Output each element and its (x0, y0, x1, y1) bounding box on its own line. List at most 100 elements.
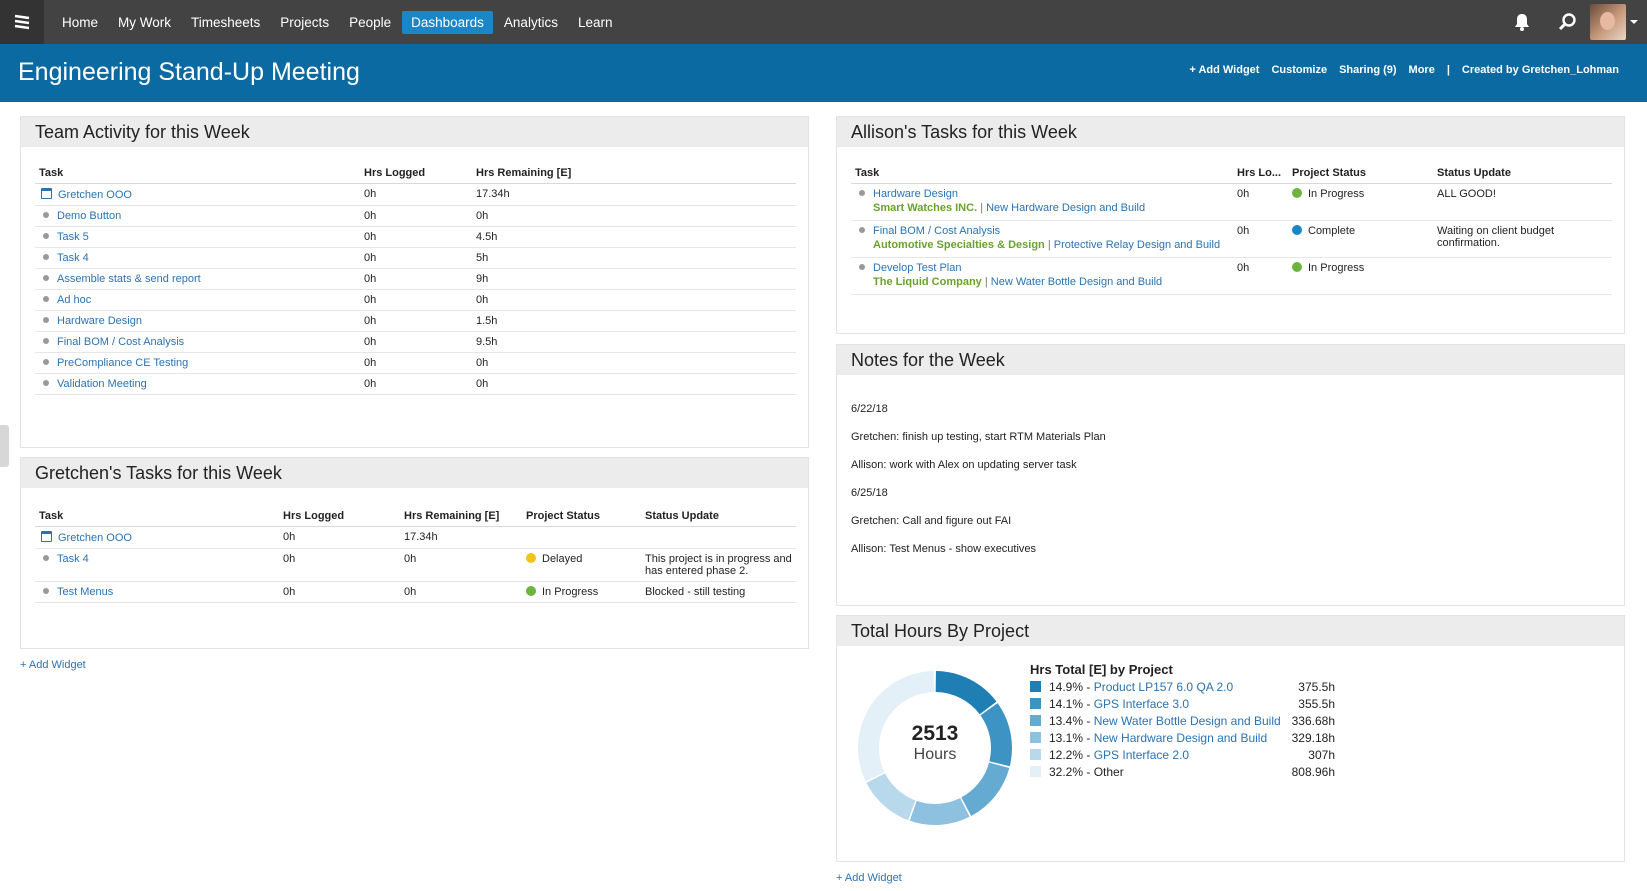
nav-item-timesheets[interactable]: Timesheets (191, 14, 261, 30)
hrs-remaining: 1.5h (472, 310, 796, 332)
legend-dash: - (1083, 696, 1094, 711)
column-header[interactable]: Project Status (1288, 163, 1433, 184)
donut-slice[interactable] (866, 773, 916, 821)
legend-label[interactable]: New Water Bottle Design and Build (1093, 713, 1281, 728)
task-link[interactable]: Final BOM / Cost Analysis (57, 335, 185, 348)
column-header[interactable]: Project Status (522, 506, 641, 527)
legend-swatch (1030, 715, 1041, 726)
task-subline: The Liquid Company | New Water Bottle De… (873, 276, 1229, 288)
column-header[interactable]: Hrs Logged (360, 163, 472, 184)
column-header[interactable]: Hrs Remaining [E] (400, 506, 522, 527)
column-header[interactable]: Status Update (1433, 163, 1612, 184)
more-button[interactable]: More (1408, 64, 1435, 76)
user-avatar[interactable] (1590, 4, 1626, 40)
legend-value: 329.18h (1291, 730, 1335, 745)
task-link[interactable]: Demo Button (57, 209, 122, 222)
side-panel-toggle[interactable] (0, 425, 9, 467)
client-link[interactable]: Automotive Specialties & Design (873, 238, 1045, 251)
task-link[interactable]: Test Menus (57, 585, 114, 598)
note-line: Gretchen: Call and figure out FAI (851, 515, 1012, 527)
task-link[interactable]: Validation Meeting (57, 377, 147, 390)
bell-icon[interactable] (1512, 12, 1532, 32)
left-add-widget-link[interactable]: + Add Widget (20, 659, 86, 671)
add-widget-button[interactable]: + Add Widget (1189, 64, 1260, 76)
legend-label[interactable]: New Hardware Design and Build (1093, 730, 1268, 745)
task-link[interactable]: Develop Test Plan (873, 261, 962, 274)
column-header[interactable]: Task (35, 506, 279, 527)
nav-item-learn[interactable]: Learn (577, 14, 613, 30)
task-link[interactable]: Gretchen OOO (58, 188, 132, 201)
legend-label[interactable]: GPS Interface 2.0 (1093, 747, 1190, 762)
status-update: This project is in progress and has ente… (641, 548, 796, 582)
bullet-icon (43, 380, 49, 387)
hrs-remaining: 0h (400, 581, 522, 603)
nav-item-dashboards[interactable]: Dashboards (402, 10, 493, 34)
nav-item-home[interactable]: Home (62, 14, 99, 30)
project-link[interactable]: Protective Relay Design and Build (1053, 238, 1221, 251)
column-header[interactable]: Hrs Remaining [E] (472, 163, 796, 184)
project-link[interactable]: New Water Bottle Design and Build (990, 275, 1163, 288)
app-menu-button[interactable] (0, 0, 44, 44)
created-by: Created by Gretchen_Lohman (1461, 64, 1619, 76)
legend-label[interactable]: Product LP157 6.0 QA 2.0 (1093, 679, 1234, 694)
hrs-logged: 0h (279, 526, 400, 549)
legend-swatch (1030, 681, 1041, 692)
allison-tasks-widget: Allison's Tasks for this Week Task Hrs Lo… (836, 116, 1625, 334)
status-label: Delayed (542, 552, 583, 565)
column-header[interactable]: Status Update (641, 506, 796, 527)
table-row: Gretchen OOO 0h 17.34h (35, 183, 796, 206)
search-icon[interactable] (1558, 12, 1578, 32)
legend-pct: 13.1% (1049, 730, 1084, 745)
note-line: 6/22/18 (851, 403, 888, 415)
task-link[interactable]: Task 4 (57, 552, 89, 565)
task-link[interactable]: Assemble stats & send report (57, 272, 201, 285)
task-link[interactable]: Hardware Design (873, 187, 958, 200)
hrs-remaining: 4.5h (472, 226, 796, 248)
nav-item-my-work[interactable]: My Work (118, 14, 172, 30)
bullet-icon (43, 296, 49, 303)
task-link[interactable]: Gretchen OOO (58, 531, 132, 544)
column-header[interactable]: Task (851, 163, 1233, 184)
hrs-remaining: 9.5h (472, 331, 796, 353)
task-cell: Task 4 (35, 548, 279, 582)
bullet-icon (43, 555, 49, 562)
chevron-down-icon[interactable] (1629, 17, 1639, 27)
widget-title: Total Hours By Project (837, 616, 1624, 646)
nav-item-people[interactable]: People (349, 14, 392, 30)
donut-slice[interactable] (935, 671, 997, 715)
legend-swatch (1030, 766, 1041, 777)
client-link[interactable]: The Liquid Company (873, 275, 982, 288)
task-link[interactable]: Ad hoc (57, 293, 92, 306)
donut-slice[interactable] (980, 703, 1012, 767)
legend-label[interactable]: GPS Interface 3.0 (1093, 696, 1190, 711)
column-header[interactable]: Hrs Logged (279, 506, 400, 527)
donut-slice[interactable] (858, 671, 934, 782)
donut-slice[interactable] (909, 798, 970, 825)
gretchen-tasks-widget: Gretchen's Tasks for this Week Task Hrs L… (20, 457, 809, 649)
task-link[interactable]: Task 5 (57, 230, 89, 243)
hrs-logged: 0h (1233, 183, 1288, 221)
task-link[interactable]: Task 4 (57, 251, 89, 264)
donut-slice[interactable] (961, 762, 1010, 816)
column-header[interactable]: Hrs Lo... (1233, 163, 1288, 184)
hrs-logged: 0h (360, 352, 472, 374)
task-link[interactable]: Hardware Design (57, 314, 142, 327)
bullet-icon (43, 233, 49, 240)
status-update: Waiting on client budget confirmation. (1433, 220, 1612, 258)
nav-item-analytics[interactable]: Analytics (503, 14, 558, 30)
task-cell: Final BOM / Cost Analysis Automotive Spec… (851, 220, 1233, 258)
client-link[interactable]: Smart Watches INC. (873, 201, 978, 214)
task-link[interactable]: PreCompliance CE Testing (57, 356, 189, 369)
top-nav: Home My Work Timesheets Projects People Dashb… (0, 0, 1647, 44)
task-cell: Assemble stats & send report (35, 268, 360, 290)
task-link[interactable]: Final BOM / Cost Analysis (873, 224, 1001, 237)
right-add-widget-link[interactable]: + Add Widget (836, 872, 902, 884)
note-line: Gretchen: finish up testing, start RTM M… (851, 431, 1106, 443)
legend-label: Other (1093, 764, 1124, 779)
task-cell: Demo Button (35, 205, 360, 227)
customize-button[interactable]: Customize (1271, 64, 1328, 76)
sharing-button[interactable]: Sharing (9) (1339, 64, 1397, 76)
column-header[interactable]: Task (35, 163, 360, 184)
nav-item-projects[interactable]: Projects (280, 14, 330, 30)
project-link[interactable]: New Hardware Design and Build (986, 201, 1146, 214)
